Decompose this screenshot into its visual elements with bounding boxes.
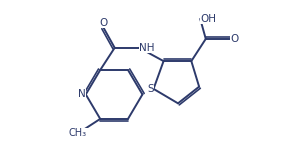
Text: OH: OH [200, 14, 216, 24]
Text: S: S [147, 84, 154, 94]
Text: N: N [78, 89, 86, 99]
Text: O: O [230, 34, 238, 44]
Text: NH: NH [139, 43, 155, 53]
Text: O: O [99, 18, 108, 28]
Text: CH₃: CH₃ [69, 128, 87, 138]
